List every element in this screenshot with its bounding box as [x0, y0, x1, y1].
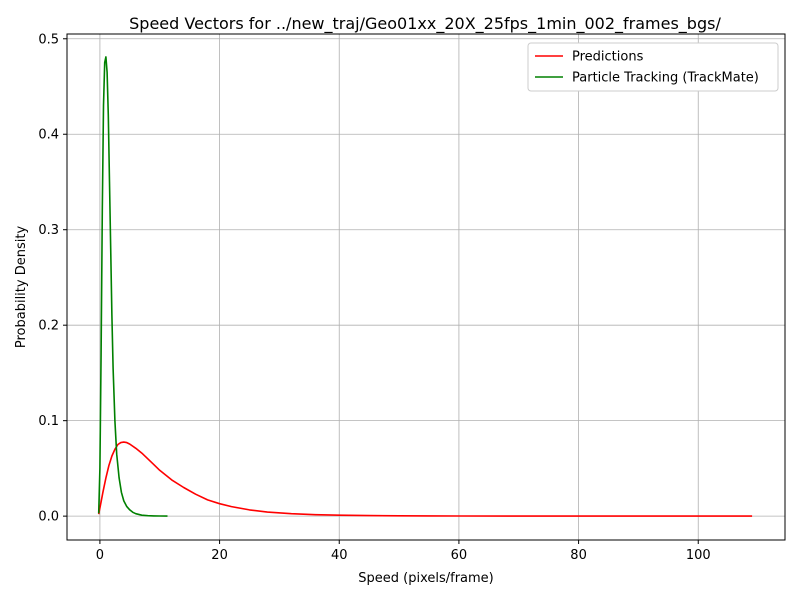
series-line-1: [97, 441, 753, 517]
x-tick-label: 100: [686, 548, 711, 563]
legend-label-2: Particle Tracking (TrackMate): [572, 71, 759, 86]
x-tick-label: 0: [96, 548, 104, 563]
chart-title: Speed Vectors for ../new_traj/Geo01xx_20…: [129, 14, 721, 34]
y-axis-label: Probability Density: [14, 226, 29, 349]
x-tick-label: 20: [211, 548, 228, 563]
y-tick-label: 0.1: [38, 414, 59, 429]
y-tick-label: 0.0: [38, 510, 59, 525]
legend-label-1: Predictions: [572, 50, 644, 65]
y-tick-label: 0.4: [38, 128, 59, 143]
axis-ticks: 0 20 40 60 80 100 0.0 0.1 0.2 0.3 0.4 0.5: [38, 32, 710, 563]
x-tick-label: 80: [570, 548, 587, 563]
series-layer: [97, 56, 753, 517]
x-tick-label: 40: [331, 548, 348, 563]
x-axis-label: Speed (pixels/frame): [358, 571, 494, 586]
legend: Predictions Particle Tracking (TrackMate): [527, 42, 779, 92]
y-tick-label: 0.2: [38, 319, 59, 334]
y-tick-label: 0.3: [38, 223, 59, 238]
grid: [67, 34, 785, 540]
x-tick-label: 60: [451, 548, 468, 563]
series-line-2: [97, 56, 168, 517]
y-tick-label: 0.5: [38, 32, 59, 47]
legend-box: [527, 42, 779, 92]
plot-frame: [66, 33, 786, 541]
